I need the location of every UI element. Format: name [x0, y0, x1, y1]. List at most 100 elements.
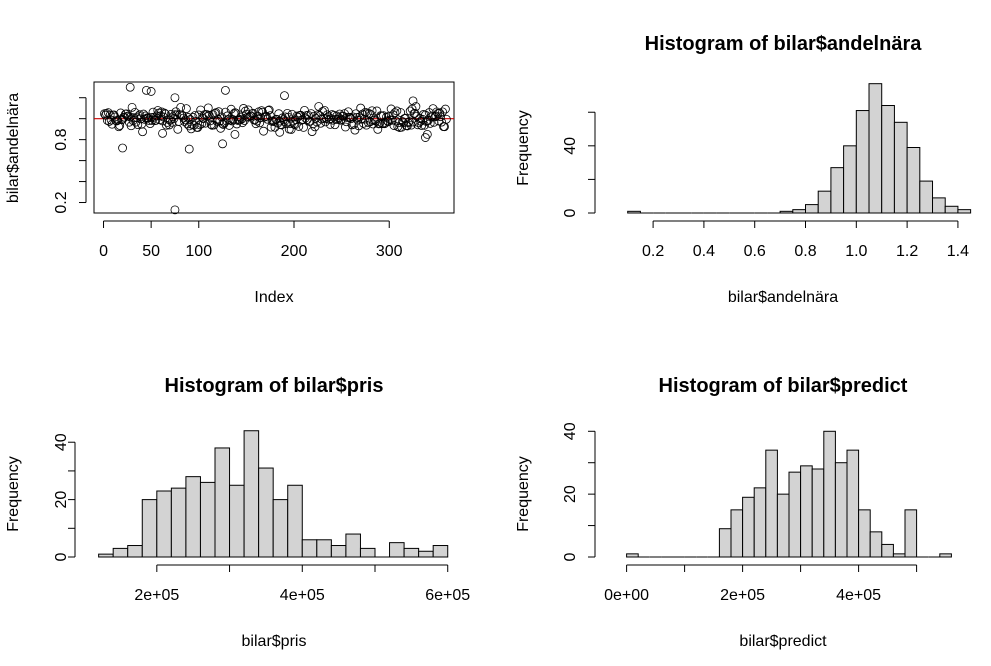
histogram-bar: [742, 496, 755, 558]
data-point: [387, 115, 397, 125]
data-point: [299, 123, 308, 132]
data-point: [376, 111, 386, 121]
data-point: [103, 108, 113, 117]
y-axis-label: Frequency: [5, 456, 22, 532]
data-point: [263, 106, 273, 115]
histogram-bar: [846, 449, 860, 558]
histogram-bar: [823, 430, 836, 558]
y-axis-label: Frequency: [515, 110, 532, 186]
y-tick-label: 40: [562, 137, 579, 155]
data-point: [197, 119, 207, 129]
data-point: [146, 87, 156, 96]
x-axis-label: Index: [254, 289, 293, 306]
x-tick-label: 0.4: [693, 243, 715, 260]
data-point: [160, 108, 169, 118]
x-tick-label: 2e+05: [134, 587, 179, 604]
data-point: [141, 85, 151, 95]
data-point: [392, 106, 402, 116]
y-tick-label: 40: [53, 433, 70, 451]
histogram-bar: [626, 553, 639, 558]
y-tick-label: 0.8: [53, 128, 70, 150]
histogram-bar: [843, 145, 857, 214]
data-point: [105, 110, 115, 120]
data-point: [203, 103, 213, 113]
data-point: [408, 96, 418, 106]
data-point: [164, 120, 174, 130]
x-tick-label: 4e+05: [836, 587, 881, 604]
data-point: [312, 117, 322, 127]
data-point: [248, 108, 258, 118]
data-point: [118, 143, 127, 153]
data-point: [411, 102, 421, 111]
histogram-bar: [753, 487, 767, 558]
histogram-bar: [432, 545, 449, 558]
data-point: [230, 129, 240, 139]
data-point: [316, 118, 326, 128]
data-point: [309, 111, 319, 121]
y-axis-label: Frequency: [515, 456, 532, 532]
data-point: [306, 109, 316, 119]
histogram-bar: [301, 539, 318, 558]
x-axis-label: bilar$andelnära: [728, 289, 838, 306]
data-point: [266, 122, 276, 132]
histogram-bar: [185, 476, 201, 558]
histogram-bar: [627, 210, 641, 214]
histogram-bar: [229, 484, 245, 558]
x-tick-label: 1.0: [845, 243, 867, 260]
data-point: [361, 107, 370, 117]
data-point: [303, 110, 313, 120]
data-point: [275, 127, 285, 137]
data-point: [365, 117, 375, 127]
data-point: [394, 118, 404, 128]
data-point: [310, 122, 320, 132]
data-point: [240, 116, 249, 125]
data-point: [289, 119, 299, 129]
data-point: [355, 112, 365, 122]
data-point: [137, 119, 147, 129]
histogram-bar: [881, 543, 894, 558]
histogram-bar: [944, 205, 959, 214]
panel-3: [68, 430, 449, 572]
data-point: [318, 107, 327, 116]
data-point: [125, 82, 135, 92]
histogram-bar: [881, 105, 895, 214]
data-point: [422, 129, 432, 139]
histogram-bar: [258, 467, 274, 558]
data-point: [294, 122, 304, 131]
histogram-bar: [919, 180, 934, 214]
data-point: [129, 113, 139, 123]
histogram-bar: [170, 487, 187, 558]
histogram-bar: [830, 167, 845, 214]
plot-frame: [93, 81, 455, 214]
data-point: [359, 118, 368, 128]
data-point: [170, 205, 180, 215]
data-point: [206, 120, 216, 129]
chart-title: Histogram of bilar$pris: [165, 375, 384, 397]
histogram-bar: [156, 490, 172, 558]
data-point: [135, 110, 145, 120]
x-tick-label: 0.8: [794, 243, 816, 260]
data-point: [320, 105, 329, 115]
data-point: [184, 144, 194, 154]
histogram-bar: [199, 481, 216, 558]
x-axis-label: bilar$predict: [739, 633, 827, 650]
data-point: [255, 118, 265, 128]
data-point: [410, 108, 420, 118]
histogram-bar: [316, 539, 332, 558]
chart-title: Histogram of bilar$andelnära: [645, 33, 923, 55]
histogram-bar: [855, 110, 870, 214]
data-point: [131, 117, 141, 127]
data-point: [221, 116, 231, 126]
histogram-bar: [800, 465, 813, 558]
data-point: [256, 113, 266, 123]
data-point: [403, 118, 413, 127]
data-point: [133, 120, 143, 129]
data-point: [346, 114, 356, 124]
data-point: [112, 116, 122, 126]
data-point: [260, 112, 269, 122]
x-tick-label: 0e+00: [604, 587, 649, 604]
histogram-bar: [730, 509, 744, 558]
data-point: [181, 104, 191, 114]
x-tick-label: 1.4: [947, 243, 969, 260]
panel-1: [79, 81, 455, 228]
